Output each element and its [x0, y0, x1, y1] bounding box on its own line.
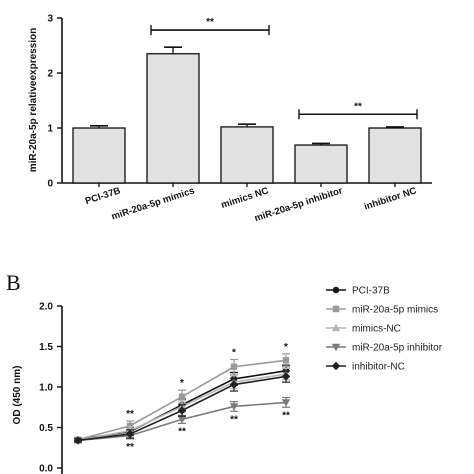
significance-above: * [232, 347, 236, 358]
bar-y-tick-label: 3 [47, 14, 53, 25]
legend-item: mimics-NC [326, 324, 401, 335]
significance-below: ** [126, 442, 134, 453]
legend-swatch-marker [332, 305, 340, 313]
panel-letter-b: B [6, 270, 21, 295]
series-point [177, 406, 187, 415]
legend-item: PCI-37B [326, 286, 390, 297]
series-diamond [73, 370, 291, 445]
line-chart-legend: PCI-37B miR-20a-5p mimics mimics-NC miR-20a… [326, 286, 443, 373]
significance-above: * [180, 378, 184, 389]
series-point [230, 363, 238, 370]
line-y-tick-label: 1.5 [39, 342, 53, 353]
bar [146, 53, 200, 184]
bar-chart-significance: ** ** [150, 17, 418, 120]
series-point [177, 416, 187, 424]
series-point [281, 372, 291, 381]
significance-below: ** [282, 410, 290, 421]
significance-above: ** [126, 409, 134, 420]
significance-label: ** [206, 17, 214, 28]
significance-label: ** [354, 101, 362, 112]
series-point [229, 403, 239, 411]
bar [294, 144, 348, 184]
bar-y-tick-label: 1 [47, 124, 53, 135]
series-point [125, 429, 135, 439]
line-y-tick-label: 0.5 [39, 423, 53, 434]
line-chart-ylabel: OD (450 nm) [12, 366, 23, 425]
legend-label: mimics-NC [352, 324, 401, 335]
significance-below: ** [178, 426, 186, 437]
legend-label: inhibitor-NC [352, 362, 405, 373]
line-y-tick-label: 2.0 [39, 302, 53, 313]
series-point [229, 380, 239, 389]
line-chart-panel: B OD (450 nm) 0.00.51.01.52.0 **********… [6, 270, 443, 474]
bar-chart-bars [72, 46, 422, 184]
significance-below: ** [230, 414, 238, 425]
legend-swatch-marker [331, 323, 341, 332]
significance-above: * [284, 342, 288, 353]
bar-chart-ylabel: miR-20a-5p relativeexpression [28, 28, 39, 173]
legend-item: inhibitor-NC [326, 362, 405, 373]
bar [220, 126, 274, 184]
series-point [282, 357, 290, 364]
line-y-tick-label: 1.0 [39, 383, 53, 394]
legend-swatch-marker [331, 343, 341, 352]
series-point [126, 422, 134, 430]
line-chart-axes: 0.0 0.5 1.0 1.5 2.0 [39, 302, 63, 474]
line-y-tick-label: 0.0 [39, 464, 53, 474]
legend-label: PCI-37B [352, 286, 390, 297]
series-point [281, 399, 291, 407]
legend-item: miR-20a-5p inhibitor [326, 343, 443, 354]
legend-label: miR-20a-5p mimics [352, 305, 438, 316]
legend-swatch-marker [332, 286, 340, 294]
bar [368, 127, 422, 184]
series-point [178, 393, 186, 400]
line-chart-series [73, 353, 291, 445]
series-point [73, 436, 83, 445]
bar-y-tick-label: 2 [47, 69, 53, 80]
bar-y-tick-label: 0 [47, 179, 53, 190]
legend-item: miR-20a-5p mimics [326, 305, 438, 316]
bar [72, 127, 126, 184]
legend-swatch-marker [331, 361, 341, 371]
line-chart-annotations: ************* [126, 342, 290, 453]
legend-label: miR-20a-5p inhibitor [352, 343, 443, 354]
